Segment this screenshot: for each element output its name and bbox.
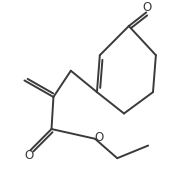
Text: O: O bbox=[94, 131, 104, 144]
Text: O: O bbox=[142, 1, 152, 14]
Text: O: O bbox=[25, 149, 34, 162]
